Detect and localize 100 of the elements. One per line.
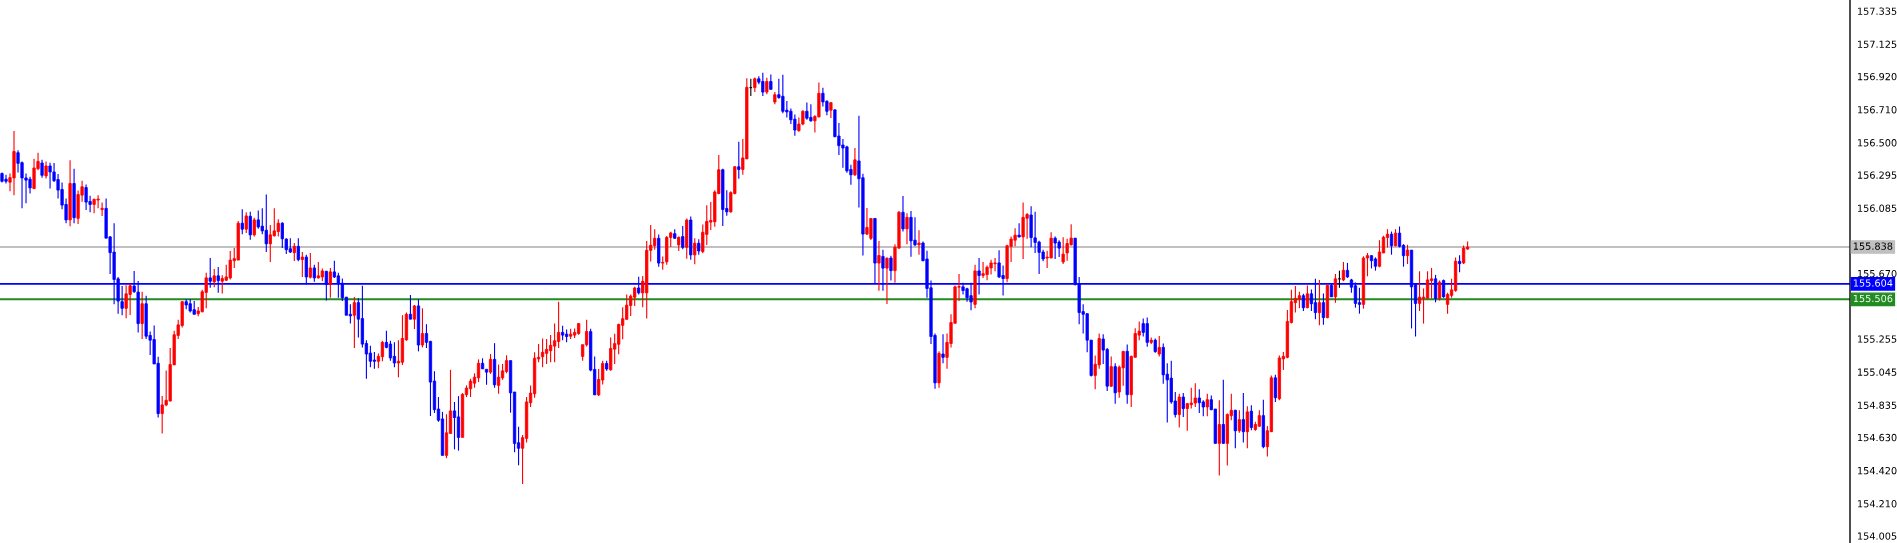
candlestick — [248, 211, 252, 241]
candlestick — [1221, 379, 1225, 444]
candlestick — [693, 237, 697, 265]
candlestick — [256, 209, 260, 230]
candlestick — [989, 259, 993, 276]
candlestick — [1425, 270, 1430, 299]
candlestick — [160, 395, 164, 435]
candlestick — [444, 413, 449, 459]
y-tick-label: 156.710 — [1858, 106, 1897, 114]
candlestick — [905, 212, 909, 245]
candlestick — [48, 162, 52, 190]
candlestick — [420, 307, 425, 348]
candlestick — [901, 195, 905, 233]
candlestick — [240, 208, 244, 235]
candlestick — [1445, 292, 1450, 315]
candlestick — [1197, 388, 1201, 414]
candlestick — [993, 257, 997, 272]
candlestick — [1053, 235, 1057, 260]
candlestick — [885, 256, 889, 305]
candlestick — [909, 210, 913, 258]
candlestick — [96, 194, 100, 209]
candlestick — [1333, 273, 1338, 304]
candlestick — [392, 341, 397, 368]
candlestick — [328, 267, 332, 299]
candlestick — [761, 72, 765, 97]
candlestick — [1193, 382, 1197, 408]
candlestick — [1061, 236, 1065, 265]
candlestick — [1233, 409, 1237, 449]
candlestick — [352, 296, 356, 349]
ref-line-label: 155.838 — [1853, 242, 1893, 250]
candlestick — [1217, 399, 1221, 477]
candlestick — [220, 274, 224, 295]
candlestick — [1249, 404, 1253, 431]
candlestick — [128, 283, 132, 316]
candlestick — [1017, 222, 1021, 239]
candlestick — [92, 197, 96, 214]
y-tick-label: 157.125 — [1858, 40, 1897, 48]
candlestick — [452, 401, 457, 450]
candlestick — [1357, 287, 1362, 315]
candlestick — [981, 261, 985, 279]
candlestick — [737, 141, 741, 180]
candlestick — [84, 184, 88, 211]
candlestick — [244, 211, 248, 234]
candlestick — [140, 291, 144, 340]
y-tick-label: 156.500 — [1858, 139, 1897, 147]
candlestick — [380, 340, 385, 362]
candlestick — [1377, 239, 1382, 268]
candlestick — [1389, 230, 1394, 256]
candlestick — [388, 340, 393, 362]
y-tick-label: 154.420 — [1858, 466, 1897, 475]
candlestick — [204, 272, 208, 309]
y-tick-label: 156.295 — [1858, 171, 1897, 179]
ref-line-label: 155.604 — [1853, 279, 1893, 287]
candlestick — [124, 284, 128, 319]
candlestick — [653, 228, 657, 251]
candlestick — [809, 103, 813, 123]
candlestick — [917, 229, 921, 256]
candlestick — [1189, 387, 1193, 410]
candlestick — [408, 294, 413, 320]
candlestick — [1177, 393, 1181, 429]
candlestick — [496, 364, 501, 395]
candlestick — [1181, 392, 1185, 418]
candlestick — [544, 338, 549, 365]
candlestick — [228, 250, 232, 281]
candlestick — [296, 237, 300, 262]
candlestick — [1065, 238, 1069, 262]
candlestick — [308, 252, 312, 280]
candlestick — [540, 337, 545, 368]
y-tick-label: 154.835 — [1858, 401, 1897, 409]
candlestick — [1241, 392, 1245, 444]
candlestick — [877, 240, 881, 292]
y-tick-label: 154.210 — [1858, 500, 1897, 508]
candlestick — [476, 358, 481, 383]
y-tick-label: 155.670 — [1858, 269, 1897, 278]
candlestick — [1309, 288, 1314, 312]
candlestick — [548, 334, 553, 363]
candlestick — [1321, 292, 1326, 326]
candlestick — [1057, 239, 1061, 258]
candlestick — [781, 74, 785, 114]
candlestick — [300, 251, 304, 278]
y-tick-label: 156.085 — [1858, 204, 1897, 212]
candlestick — [280, 221, 284, 249]
candlestick — [1021, 201, 1025, 260]
ref-line-label: 155.506 — [1853, 294, 1893, 303]
candlestick — [941, 333, 945, 364]
candlestick — [264, 193, 268, 253]
candlestick — [4, 174, 8, 185]
candlestick — [681, 225, 685, 250]
candlestick — [468, 378, 473, 398]
candlestick — [1429, 267, 1434, 299]
candlestick — [889, 255, 893, 282]
candlestick — [1273, 374, 1277, 403]
y-tick-label: 155.255 — [1858, 335, 1897, 343]
candlestick — [853, 147, 857, 177]
candlestick — [456, 395, 461, 452]
candlestick — [100, 201, 104, 217]
candlestick — [552, 323, 557, 363]
candlestick — [1245, 405, 1249, 449]
candlestick — [488, 353, 493, 375]
candlestick — [556, 301, 561, 349]
